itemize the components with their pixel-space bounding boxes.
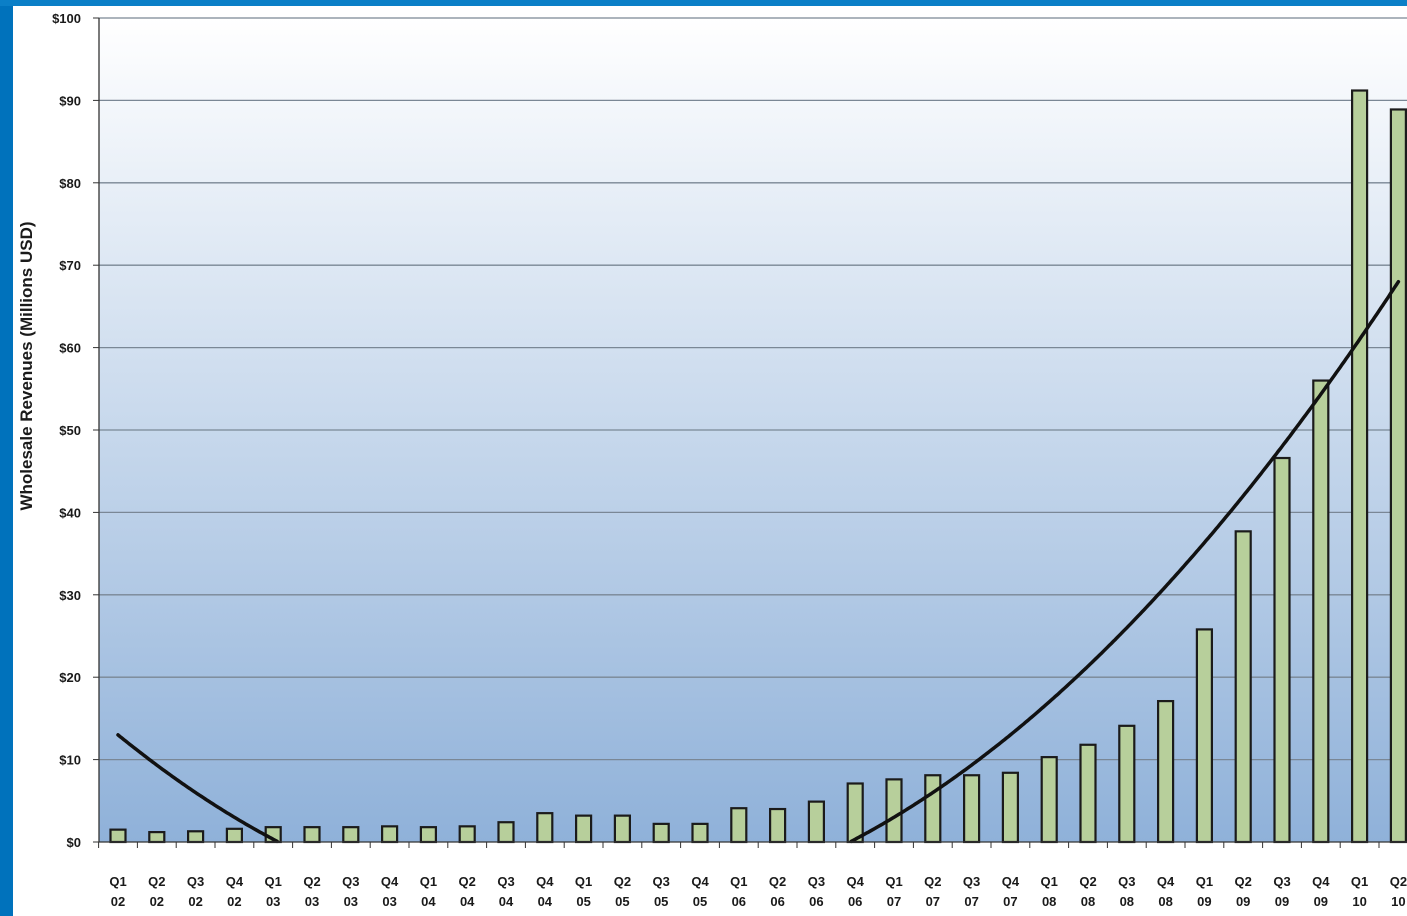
y-tick-label: $60 xyxy=(59,341,81,356)
trendline xyxy=(116,279,1401,844)
x-tick-label: Q1 04 xyxy=(420,874,437,909)
x-tick-label: Q4 02 xyxy=(226,874,244,909)
bar xyxy=(885,778,903,844)
x-tick-label: Q4 04 xyxy=(536,874,554,909)
x-tick-label: Q3 04 xyxy=(497,874,514,909)
bar xyxy=(1234,530,1252,844)
x-tick-label: Q3 08 xyxy=(1118,874,1135,909)
left-edge-bar xyxy=(0,0,13,916)
bar xyxy=(691,822,709,844)
x-tick-labels: Q1 02 Q2 02 Q3 02 Q4 02 Q1 03 Q2 03 Q3 03 Q4 03 Q1 04 Q2 04… xyxy=(109,874,1407,909)
bar xyxy=(1350,89,1369,844)
x-tick-label: Q3 02 xyxy=(187,874,204,909)
x-tick-label: Q4 06 xyxy=(847,874,865,909)
bar xyxy=(1001,771,1020,844)
bar xyxy=(109,828,127,844)
y-tick-label: $30 xyxy=(59,588,81,603)
x-tick-label: Q2 07 xyxy=(924,874,941,909)
x-tick-label: Q1 05 xyxy=(575,874,592,909)
y-tick-label: $40 xyxy=(59,505,81,520)
bar xyxy=(1079,743,1097,844)
bar xyxy=(1118,724,1136,844)
x-tick-label: Q4 08 xyxy=(1157,874,1175,909)
bar xyxy=(381,825,399,844)
bar xyxy=(1195,628,1214,844)
x-tick-label: Q2 05 xyxy=(614,874,631,909)
bar xyxy=(924,774,942,844)
bar xyxy=(419,826,437,844)
x-tick-label: Q4 07 xyxy=(1002,874,1020,909)
bar xyxy=(613,814,632,844)
bar xyxy=(768,807,787,844)
y-tick-label: $10 xyxy=(59,753,81,768)
y-tick-label: $90 xyxy=(59,93,81,108)
x-tick-label: Q1 06 xyxy=(730,874,747,909)
trendline-path xyxy=(849,279,1401,844)
bar xyxy=(148,831,166,844)
trendline-path xyxy=(116,733,279,844)
x-tick-label: Q3 06 xyxy=(808,874,825,909)
x-tick-label: Q3 09 xyxy=(1273,874,1290,909)
bar xyxy=(1040,756,1058,844)
bar xyxy=(225,827,243,844)
bar xyxy=(187,830,205,844)
x-tick-label: Q2 06 xyxy=(769,874,786,909)
x-tick-label: Q4 03 xyxy=(381,874,399,909)
bar xyxy=(1273,456,1291,844)
bar xyxy=(458,825,476,844)
x-tick-label: Q2 09 xyxy=(1235,874,1252,909)
y-tick-label: $0 xyxy=(67,835,81,850)
x-tick-label: Q1 03 xyxy=(265,874,282,909)
bar xyxy=(807,800,826,844)
x-tick-label: Q3 03 xyxy=(342,874,359,909)
x-tick-label: Q2 03 xyxy=(303,874,320,909)
x-tick-label: Q1 09 xyxy=(1196,874,1213,909)
x-tick-label: Q2 02 xyxy=(148,874,165,909)
y-tick-label: $70 xyxy=(59,258,81,273)
x-tick-label: Q1 10 xyxy=(1351,874,1368,909)
bar xyxy=(1389,108,1407,844)
x-tick-label: Q2 10 xyxy=(1390,874,1407,909)
bar xyxy=(1312,379,1330,844)
bar xyxy=(730,807,748,844)
y-tick-labels: $0 $10 $20 $30 $40 $50 $60 $70 $80 $90 $100 xyxy=(52,11,81,850)
x-tick-label: Q1 07 xyxy=(885,874,902,909)
bar xyxy=(652,822,670,844)
bar xyxy=(962,774,981,844)
bar xyxy=(536,812,554,844)
x-tick-label: Q1 02 xyxy=(109,874,126,909)
bar xyxy=(574,814,593,844)
bar xyxy=(342,826,360,844)
y-axis-label: Wholesale Revenues (Millions USD) xyxy=(17,221,36,510)
x-tick-label: Q3 07 xyxy=(963,874,980,909)
y-tick-label: $50 xyxy=(59,423,81,438)
top-edge-bar xyxy=(0,0,1407,6)
x-tick-label: Q2 08 xyxy=(1079,874,1096,909)
gridlines xyxy=(93,17,1407,843)
y-tick-label: $80 xyxy=(59,176,81,191)
x-tick-label: Q1 08 xyxy=(1041,874,1058,909)
axes xyxy=(98,18,1407,848)
y-tick-label: $20 xyxy=(59,670,81,685)
bar xyxy=(1156,699,1175,844)
bar xyxy=(303,826,321,844)
x-tick-label: Q4 09 xyxy=(1312,874,1330,909)
x-tick-label: Q3 05 xyxy=(653,874,670,909)
y-tick-label: $100 xyxy=(52,11,81,26)
x-tick-label: Q2 04 xyxy=(459,874,476,909)
x-tick-label: Q4 05 xyxy=(691,874,709,909)
bar xyxy=(497,821,515,844)
bar xyxy=(846,782,864,844)
